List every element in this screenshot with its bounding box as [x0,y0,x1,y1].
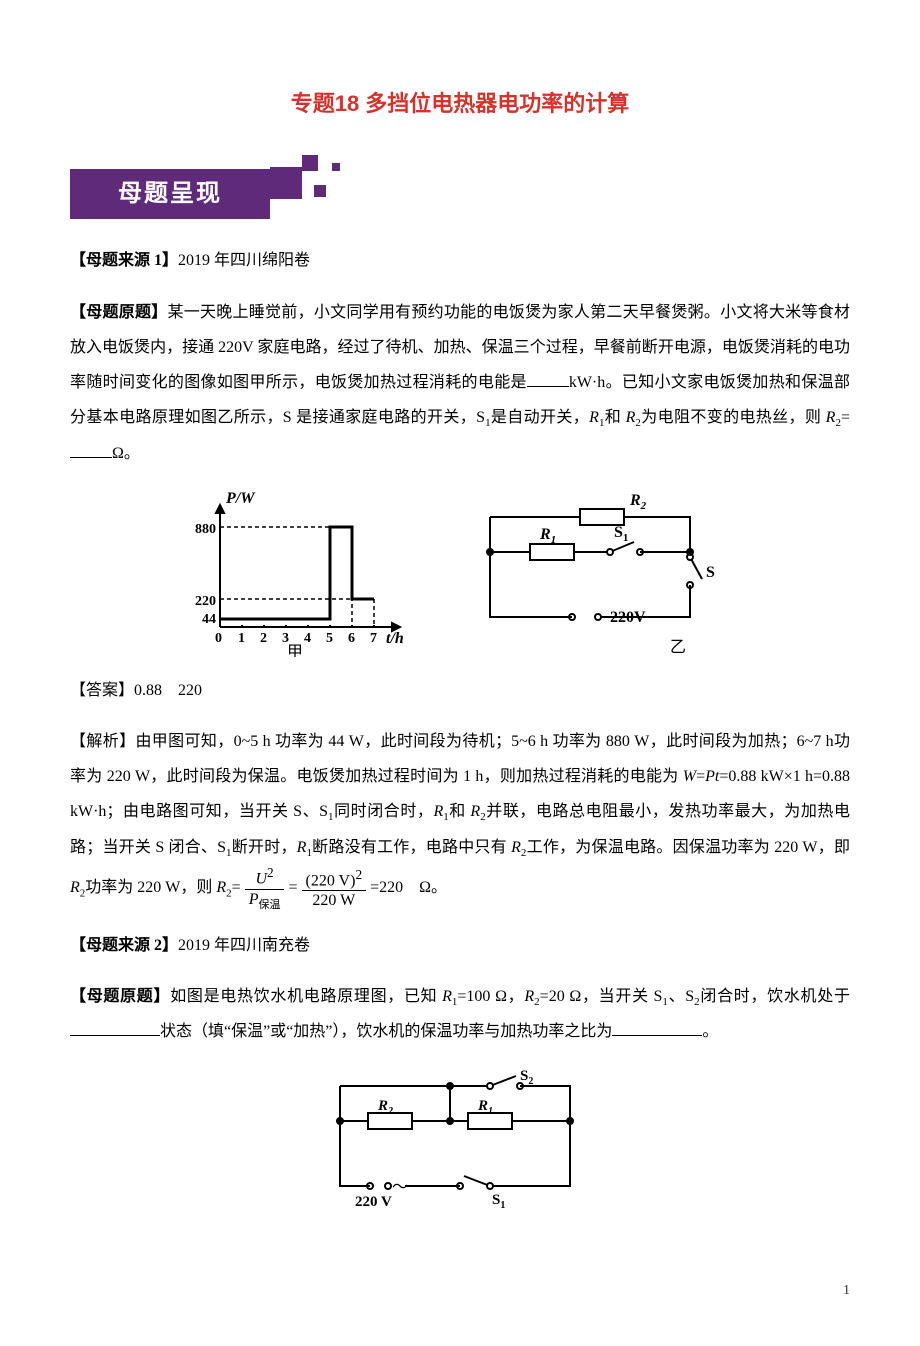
answer-text: 0.88 220 [134,682,202,699]
banner-decoration [270,155,360,215]
R2c: R [511,839,521,856]
state-hint: 状态（填“保温”或“加热”），饮水机的保温功率与加热功率之比为 [160,1023,612,1040]
q2-circuit: R2 R1 S2 S1 ～ 220 V [320,1066,600,1216]
section-banner-presentation: 母题呈现 [70,153,390,223]
q1-problem-label: 【母题原题】 [70,304,168,321]
a-f: 工作，为保温电路。因保温功率为 220 W，即 [526,839,850,856]
blank-r2 [70,440,112,458]
svg-text:0: 0 [215,631,222,646]
svg-text:P/W: P/W [225,490,256,507]
R2-sym: R [626,409,636,426]
svg-text:220V: 220V [610,609,646,626]
q2-problem: 【母题原题】如图是电热饮水机电路原理图，已知 R1=100 Ω，R2=20 Ω，… [70,979,850,1050]
q1-graph: 0 1 2 3 4 5 6 7 44 220 880 P/W t/h 甲 [190,487,420,657]
ohm: Ω。 [112,445,140,462]
svg-text:4: 4 [304,631,311,646]
result-r2: =220 Ω。 [370,879,447,896]
svg-text:乙: 乙 [670,639,686,656]
banner-bar: 母题呈现 [70,169,270,219]
fU: U [255,870,267,887]
blank-ratio [612,1018,702,1036]
svg-text:880: 880 [195,522,216,537]
q1-ptext2: 是自动开关， [491,409,590,426]
R2eq-sym: R [826,409,836,426]
q2-problem-label: 【母题原题】 [70,988,170,1005]
P: P [705,768,715,785]
q2-figure: R2 R1 S2 S1 ～ 220 V [70,1066,850,1216]
q1-ptext3: 为电阻不变的电热丝，则 [641,409,821,426]
fd2: 220 W [302,891,367,910]
R2b: R [470,803,480,820]
q2-source: 【母题来源 2】2019 年四川南充卷 [70,928,850,963]
q2-ptext1: 如图是电热饮水机电路原理图，已知 [170,988,437,1005]
svg-text:7: 7 [370,631,377,646]
svg-text:～: ～ [392,1179,408,1196]
R2e: R [216,879,226,896]
fPs: 保温 [258,899,280,911]
svg-text:44: 44 [202,612,216,627]
svg-text:S: S [706,564,715,581]
eq: = [841,409,850,426]
r2val: =20 Ω，当开关 S [540,988,663,1005]
svg-text:5: 5 [326,631,333,646]
R1-sym: R [589,409,599,426]
blank-energy [527,369,569,387]
svg-text:6: 6 [348,631,355,646]
fUs: 2 [267,865,274,880]
q1-circuit: R1 R2 S1 S 220V 乙 [470,487,730,657]
svg-text:1: 1 [238,631,245,646]
svg-text:220 V: 220 V [355,1194,392,1210]
R1c: R [297,839,307,856]
q1-figures: 0 1 2 3 4 5 6 7 44 220 880 P/W t/h 甲 [70,487,850,657]
blank-state [70,1018,160,1036]
frac2: (220 V)2 220 W [302,867,367,911]
W: W [683,768,696,785]
fn2: (220 V) [306,872,356,889]
frac1: U2 P保温 [245,865,285,912]
period: 。 [702,1023,718,1040]
q2-source-label: 【母题来源 2】 [70,937,178,954]
a-d: 断开时， [232,839,297,856]
answer-label: 【答案】 [70,682,134,699]
r1val: =100 Ω， [457,988,524,1005]
q1-analysis: 【解析】由甲图可知，0~5 h 功率为 44 W，此时间段为待机；5~6 h 功… [70,724,850,912]
q1-source-label: 【母题来源 1】 [70,252,178,269]
svg-text:S1: S1 [614,524,628,544]
a-e: 断路没有工作，电路中只有 [312,839,507,856]
svg-text:2: 2 [260,631,267,646]
q2-pt3: 闭合时，饮水机处于 [700,988,850,1005]
q1-answer: 【答案】0.88 220 [70,673,850,708]
q2-pt2: 、S [668,988,694,1005]
svg-text:220: 220 [195,594,216,609]
R2ei: 2 [226,887,232,899]
q2-source-text: 2019 年四川南充卷 [178,937,310,954]
svg-text:甲: 甲 [287,644,303,657]
a-g: 功率为 220 W，则 [85,879,212,896]
svg-text:R2: R2 [629,492,647,512]
andb: 和 [449,803,466,820]
fn2s: 2 [355,867,362,882]
q1-source: 【母题来源 1】2019 年四川绵阳卷 [70,243,850,278]
banner-label: 母题呈现 [118,168,222,221]
R2d: R [70,879,80,896]
svg-text:S1: S1 [492,1192,505,1211]
analysis-label: 【解析】 [70,733,135,750]
a-b: 同时闭合时， [334,803,434,820]
page-title: 专题18 多挡位电热器电功率的计算 [70,80,850,128]
R1b: R [433,803,443,820]
and: 和 [604,409,621,426]
q1-source-text: 2019 年四川绵阳卷 [178,252,310,269]
q2R2: R [524,988,534,1005]
q1-problem: 【母题原题】某一天晚上睡觉前，小文同学用有预约功能的电饭煲为家人第二天早餐煲粥。… [70,295,850,471]
q2R1: R [442,988,452,1005]
svg-text:t/h: t/h [386,630,404,647]
